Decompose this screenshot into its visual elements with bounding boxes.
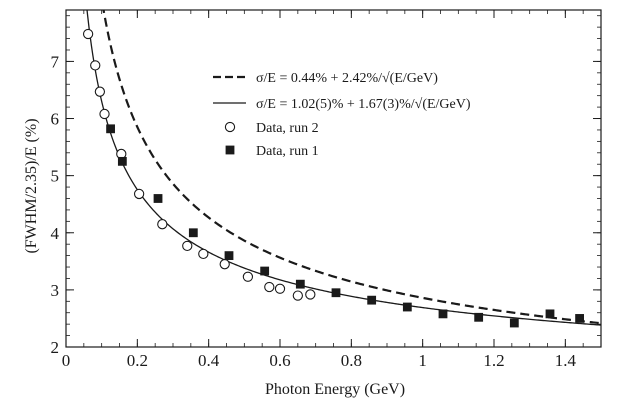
- run1-point: [367, 295, 377, 305]
- y-tick-label: 4: [51, 224, 60, 243]
- legend-label: σ/E = 1.02(5)% + 1.67(3)%/√(E/GeV): [256, 97, 471, 112]
- y-tick-label: 2: [51, 338, 60, 357]
- run1-point: [295, 279, 305, 289]
- data-points: [82, 28, 584, 328]
- legend-label: σ/E = 0.44% + 2.42%/√(E/GeV): [256, 71, 438, 86]
- run1-point: [438, 309, 448, 319]
- y-axis-title: (FWHM/2.35)/E (%): [23, 118, 40, 253]
- fit-curve-dashed: [102, 10, 601, 325]
- run1-point: [402, 302, 412, 312]
- x-tick-label: 0.8: [341, 351, 362, 370]
- x-tick-label: 1.2: [483, 351, 504, 370]
- legend-circle-marker: [224, 121, 236, 133]
- run1-point: [545, 309, 555, 319]
- tick-labels: 0 0.2 0.4 0.6 0.8 1 1.2 1.4 2 3 4 5 6 7: [51, 52, 577, 370]
- run2-point: [99, 108, 110, 120]
- x-tick-label: 0.6: [269, 351, 290, 370]
- x-tick-label: 1: [418, 351, 427, 370]
- legend-label: Data, run 1: [256, 144, 319, 159]
- legend-label: Data, run 2: [256, 121, 319, 136]
- x-tick-label: 0: [62, 351, 71, 370]
- y-tick-label: 7: [51, 52, 60, 71]
- run2-point: [198, 248, 209, 260]
- run2-point: [274, 283, 286, 294]
- legend: σ/E = 0.44% + 2.42%/√(E/GeV) σ/E = 1.02(5…: [213, 71, 471, 159]
- y-tick-label: 6: [51, 110, 60, 129]
- run2-point: [242, 271, 254, 282]
- run2-point: [219, 259, 230, 270]
- axis-ticks: [65, 10, 602, 348]
- x-tick-label: 0.4: [198, 351, 220, 370]
- y-tick-label: 3: [51, 281, 60, 300]
- run1-point: [575, 314, 584, 323]
- run2-point: [305, 289, 316, 300]
- run2-point: [182, 240, 193, 252]
- x-axis-title: Photon Energy (GeV): [265, 381, 405, 398]
- run1-point: [153, 194, 163, 203]
- y-tick-label: 5: [51, 167, 60, 186]
- legend-square-marker: [225, 145, 235, 155]
- run1-point: [224, 251, 234, 261]
- run2-point: [264, 281, 275, 293]
- run1-point: [474, 312, 484, 322]
- run1-point: [509, 318, 519, 328]
- run1-point: [106, 124, 115, 134]
- run1-point: [188, 228, 198, 238]
- run2-point: [157, 219, 168, 230]
- run2-point: [94, 86, 106, 97]
- fit-curves: [86, 10, 601, 326]
- run2-point: [292, 290, 303, 301]
- x-tick-label: 0.2: [127, 351, 148, 370]
- run2-point: [133, 188, 145, 200]
- x-tick-label: 1.4: [555, 351, 577, 370]
- run1-point: [331, 288, 341, 298]
- run2-point: [82, 28, 94, 40]
- run2-point: [90, 60, 101, 71]
- run1-point: [117, 156, 127, 166]
- run1-point: [260, 266, 270, 276]
